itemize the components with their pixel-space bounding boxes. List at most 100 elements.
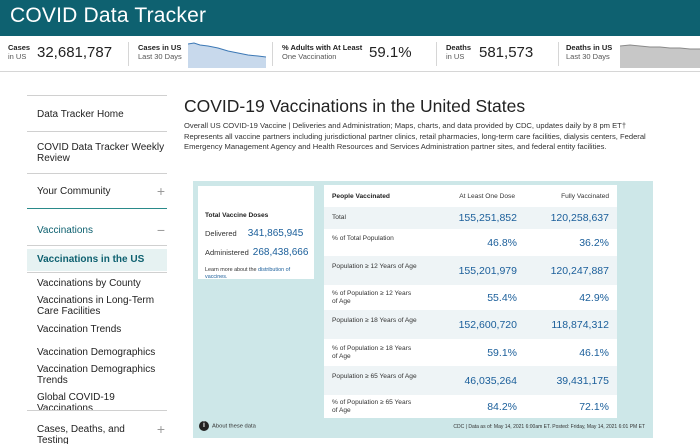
stat-divider	[128, 42, 129, 66]
sidebar-item-vaccinations-by-county[interactable]: Vaccinations by County	[37, 278, 141, 289]
row-label: % of Total Population	[332, 235, 394, 242]
page-title: COVID-19 Vaccinations in the United Stat…	[184, 96, 526, 116]
about-data-label: About these data	[212, 423, 256, 430]
stat-cases-value: 32,681,787	[37, 44, 113, 61]
value-fully-vaccinated: 120,258,637	[550, 212, 609, 224]
value-at-least-one-dose: 59.1%	[487, 347, 517, 359]
stat-cases[interactable]: Cases in US 32,681,787	[8, 36, 128, 72]
table-row: % of Population ≥ 65 Years of Age 84.2% 72…	[324, 395, 617, 418]
table-row: Population ≥ 18 Years of Age 152,600,720 1…	[324, 310, 617, 339]
header-one-dose: At Least One Dose	[459, 193, 515, 200]
value-at-least-one-dose: 46.8%	[487, 237, 517, 249]
stat-divider	[558, 42, 559, 66]
value-fully-vaccinated: 72.1%	[579, 401, 609, 413]
stat-deaths-30days[interactable]: Deaths in US Last 30 Days	[566, 36, 700, 72]
stat-adults-label: % Adults with At Least	[282, 43, 363, 52]
value-at-least-one-dose: 152,600,720	[458, 319, 517, 331]
table-row: Population ≥ 12 Years of Age 155,201,979 1…	[324, 256, 617, 285]
sidebar-item-long-term-care[interactable]: Vaccinations in Long-Term Care Facilitie…	[37, 295, 155, 317]
stat-deaths-30-sub: Last 30 Days	[566, 52, 610, 61]
info-icon: i	[199, 421, 209, 431]
stat-adults-vaccinated[interactable]: % Adults with At Least One Vaccination 59…	[282, 36, 422, 72]
sidebar-item-data-tracker-home[interactable]: Data Tracker Home	[37, 109, 124, 120]
doses-title: Total Vaccine Doses	[205, 212, 269, 219]
administered-label: Administered	[205, 248, 249, 257]
table-header: People Vaccinated At Least One Dose Full…	[324, 185, 617, 207]
people-vaccinated-table: People Vaccinated At Least One Dose Full…	[324, 185, 617, 418]
stat-cases-label: Cases	[8, 43, 31, 52]
value-at-least-one-dose: 155,251,852	[458, 212, 517, 224]
delivered-value: 341,865,945	[247, 228, 304, 239]
stat-deaths-30-label: Deaths in US	[566, 43, 613, 52]
about-data-link[interactable]: i About these data	[199, 421, 256, 431]
stat-deaths-value: 581,573	[479, 44, 534, 61]
table-row: Population ≥ 65 Years of Age 46,035,264 39…	[324, 366, 617, 395]
value-fully-vaccinated: 118,874,312	[551, 319, 609, 331]
value-fully-vaccinated: 36.2%	[579, 237, 609, 249]
sidebar-item-vaccinations-in-us[interactable]: Vaccinations in the US	[27, 249, 167, 271]
table-row: % of Population ≥ 18 Years of Age 59.1% 46…	[324, 339, 617, 366]
sidebar-item-demographics-trends[interactable]: Vaccination Demographics Trends	[37, 364, 156, 386]
value-at-least-one-dose: 55.4%	[487, 292, 517, 304]
collapse-minus-icon[interactable]: −	[156, 222, 165, 238]
nav-divider	[27, 272, 167, 273]
stat-divider	[272, 42, 273, 66]
nav-divider	[27, 173, 167, 174]
row-label: % of Population ≥ 18 Years of Age	[332, 345, 412, 360]
stat-adults-value: 59.1%	[369, 44, 412, 61]
nav-divider	[27, 95, 167, 96]
stat-cases-30-label: Cases in US	[138, 43, 182, 52]
value-at-least-one-dose: 84.2%	[487, 401, 517, 413]
row-label: % of Population ≥ 12 Years of Age	[332, 290, 412, 305]
data-dates: CDC | Data as of: May 14, 2021 6:00am ET…	[453, 424, 645, 430]
row-label: Population ≥ 12 Years of Age	[332, 263, 417, 270]
table-row: % of Total Population 46.8% 36.2%	[324, 229, 617, 256]
stat-adults-sub: One Vaccination	[282, 52, 337, 61]
learn-more-text: Learn more about the distribution of vac…	[205, 267, 309, 280]
expand-plus-icon[interactable]: +	[156, 183, 165, 199]
sidebar-item-current-label: Vaccinations in the US	[37, 254, 145, 265]
distribution-link[interactable]: distribution of vaccines.	[205, 267, 291, 280]
administered-row: Administered 268,438,666	[205, 247, 308, 258]
row-label: Population ≥ 18 Years of Age	[332, 317, 417, 324]
stat-cases-30days[interactable]: Cases in US Last 30 Days	[138, 36, 268, 72]
top-header: COVID Data Tracker	[0, 0, 700, 36]
stat-deaths-label: Deaths	[446, 43, 472, 52]
sidebar-item-vaccination-trends[interactable]: Vaccination Trends	[37, 324, 122, 335]
sidebar-item-vaccinations[interactable]: Vaccinations	[37, 225, 93, 236]
table-row: % of Population ≥ 12 Years of Age 55.4% 42…	[324, 285, 617, 310]
stat-deaths[interactable]: Deaths in US 581,573	[446, 36, 556, 72]
page-description: Overall US COVID-19 Vaccine | Deliveries…	[184, 121, 646, 152]
sidebar-item-cases-deaths-testing[interactable]: Cases, Deaths, and Testing	[37, 424, 125, 444]
expand-plus-icon[interactable]: +	[156, 421, 165, 437]
learn-more-prefix: Learn more about the	[205, 267, 259, 273]
site-title[interactable]: COVID Data Tracker	[10, 4, 207, 27]
stat-deaths-sub: in US	[446, 52, 465, 61]
header-fully-vaccinated: Fully Vaccinated	[561, 193, 609, 200]
sidebar-item-global-vaccinations[interactable]: Global COVID-19 Vaccinations	[37, 392, 115, 414]
header-people-vaccinated: People Vaccinated	[332, 193, 390, 200]
sidebar-item-your-community[interactable]: Your Community	[37, 186, 111, 197]
deaths-sparkline	[620, 44, 700, 68]
stat-cases-sub: in US	[8, 52, 27, 61]
sidebar-item-weekly-review[interactable]: COVID Data Tracker Weekly Review	[37, 142, 165, 164]
value-fully-vaccinated: 46.1%	[579, 347, 609, 359]
value-fully-vaccinated: 42.9%	[579, 292, 609, 304]
row-label: Population ≥ 65 Years of Age	[332, 373, 417, 380]
stat-divider	[436, 42, 437, 66]
nav-divider	[27, 245, 167, 246]
nav-divider	[27, 410, 167, 411]
vaccination-panel: Total Vaccine Doses Delivered 341,865,945…	[193, 181, 653, 438]
administered-value: 268,438,666	[252, 247, 309, 258]
row-label: % of Population ≥ 65 Years of Age	[332, 399, 412, 414]
value-at-least-one-dose: 155,201,979	[458, 265, 517, 277]
nav-divider	[27, 131, 167, 132]
cases-sparkline	[188, 42, 266, 68]
delivered-label: Delivered	[205, 229, 237, 238]
value-at-least-one-dose: 46,035,264	[464, 375, 517, 387]
stat-cases-30-sub: Last 30 Days	[138, 52, 182, 61]
vaccine-doses-card: Total Vaccine Doses Delivered 341,865,945…	[198, 186, 314, 280]
stats-strip: Cases in US 32,681,787 Cases in US Last 30…	[0, 36, 700, 72]
sidebar-item-vaccination-demographics[interactable]: Vaccination Demographics	[37, 347, 156, 358]
value-fully-vaccinated: 120,247,887	[550, 265, 609, 277]
